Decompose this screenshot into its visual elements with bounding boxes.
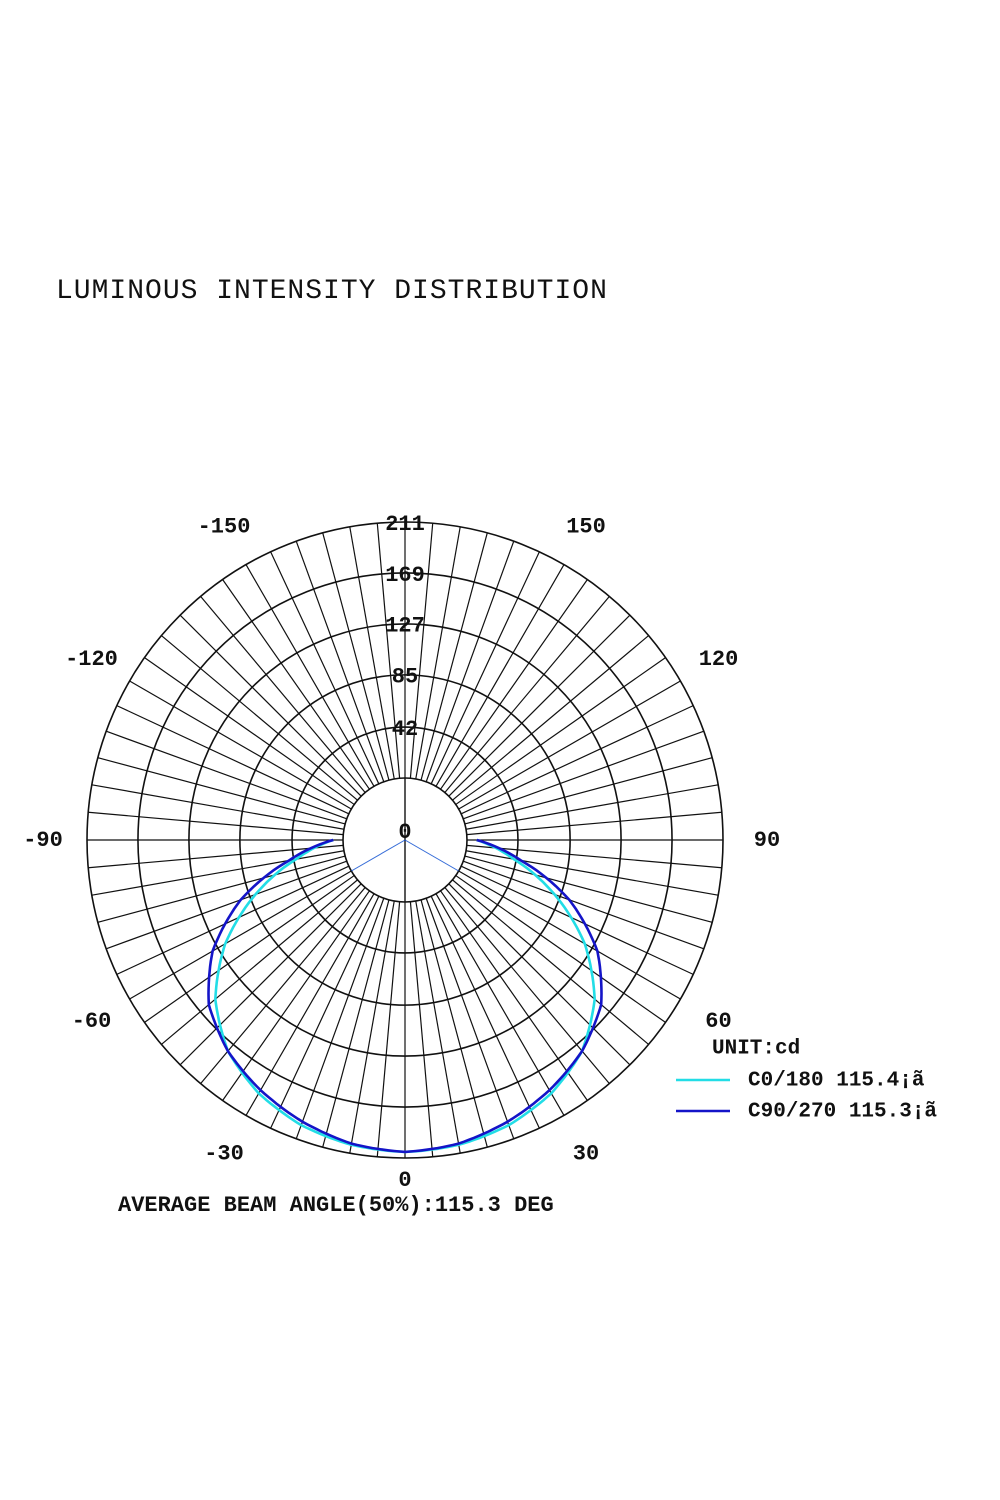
radial-tick-label: 127 (385, 614, 425, 639)
footer-beam-angle: AVERAGE BEAM ANGLE(50%):115.3 DEG (118, 1193, 554, 1218)
grid-spoke (466, 844, 722, 869)
grid-spoke (444, 887, 610, 1084)
grid-spoke (455, 875, 666, 1023)
chart-title: LUMINOUS INTENSITY DISTRIBUTION (56, 276, 608, 307)
grid-spoke (222, 579, 370, 790)
grid-spoke (91, 850, 345, 896)
grid-spoke (420, 899, 488, 1148)
grid-spoke (270, 895, 380, 1129)
grid-spoke (430, 551, 540, 785)
angle-tick-label: -120 (65, 647, 118, 672)
grid-spoke (444, 596, 610, 793)
grid-spoke (455, 657, 666, 805)
grid-spoke (105, 730, 347, 820)
grid-spoke (463, 730, 705, 820)
grid-spoke (129, 870, 352, 1000)
grid-spoke (458, 680, 681, 810)
grid-spoke (322, 532, 390, 781)
grid-spoke (460, 865, 694, 975)
grid-spoke (295, 898, 385, 1140)
grid-spoke (464, 757, 713, 825)
grid-spoke (448, 614, 631, 797)
legend-entry: C90/270 115.3¡ã (748, 1101, 937, 1124)
radial-tick-label: 0 (398, 820, 411, 845)
angle-tick-label: -30 (204, 1141, 244, 1166)
angle-tick-label: 150 (566, 514, 606, 539)
angle-tick-label: 30 (573, 1141, 599, 1166)
grid-spoke (88, 844, 344, 869)
angle-tick-label: -90 (23, 828, 63, 853)
grid-spoke (200, 887, 366, 1084)
unit-label: UNIT:cd (712, 1038, 800, 1061)
grid-spoke (376, 901, 401, 1157)
grid-spoke (415, 900, 461, 1154)
angle-tick-label: 120 (699, 647, 739, 672)
grid-spoke (245, 893, 375, 1116)
grid-spoke (295, 540, 385, 782)
radial-tick-label: 42 (392, 717, 418, 742)
angle-tick-label: -60 (72, 1009, 112, 1034)
grid-spoke (91, 784, 345, 830)
grid-spoke (440, 579, 588, 790)
angle-tick-label: 90 (754, 828, 780, 853)
grid-spoke (349, 900, 395, 1154)
grid-spoke (465, 850, 719, 896)
grid-spoke (349, 526, 395, 780)
series-guide (351, 839, 406, 872)
angle-tick-label: -150 (198, 514, 251, 539)
grid-spoke (464, 855, 713, 923)
grid-spoke (270, 551, 380, 785)
grid-spoke (452, 635, 649, 801)
grid-spoke (105, 860, 347, 950)
grid-spoke (448, 883, 631, 1066)
radial-tick-label: 211 (385, 512, 425, 537)
grid-spoke (129, 680, 352, 810)
radial-tick-label: 169 (385, 563, 425, 588)
grid-spoke (452, 879, 649, 1045)
grid-spoke (179, 614, 362, 797)
grid-spoke (161, 635, 358, 801)
grid-spoke (144, 875, 355, 1023)
grid-spoke (425, 540, 515, 782)
grid-spoke (458, 870, 681, 1000)
grid-spoke (463, 860, 705, 950)
grid-spoke (179, 883, 362, 1066)
series-line-c90-270 (207, 838, 603, 1154)
grid-spoke (425, 898, 515, 1140)
angle-tick-label: 60 (705, 1009, 731, 1034)
grid-spoke (88, 811, 344, 836)
grid-spoke (376, 523, 401, 779)
grid-spoke (97, 757, 346, 825)
grid-spoke (435, 893, 565, 1116)
grid-spoke (409, 523, 434, 779)
grid-spoke (97, 855, 346, 923)
grid-spoke (465, 784, 719, 830)
grid-spoke (409, 901, 434, 1157)
angle-tick-label: 0 (398, 1168, 411, 1193)
grid-spoke (222, 890, 370, 1101)
grid-spoke (435, 564, 565, 787)
grid-spoke (430, 895, 540, 1129)
series-guide (404, 839, 459, 872)
grid-spoke (116, 865, 350, 975)
grid-spoke (322, 899, 390, 1148)
legend-entry: C0/180 115.4¡ã (748, 1070, 925, 1093)
grid-spoke (161, 879, 358, 1045)
grid-spoke (466, 811, 722, 836)
grid-spoke (200, 596, 366, 793)
grid-spoke (245, 564, 375, 787)
radial-tick-label: 85 (392, 665, 418, 690)
grid-spoke (144, 657, 355, 805)
grid-spoke (415, 526, 461, 780)
grid-spoke (460, 705, 694, 815)
grid-spoke (116, 705, 350, 815)
grid-spoke (440, 890, 588, 1101)
grid-spoke (420, 532, 488, 781)
